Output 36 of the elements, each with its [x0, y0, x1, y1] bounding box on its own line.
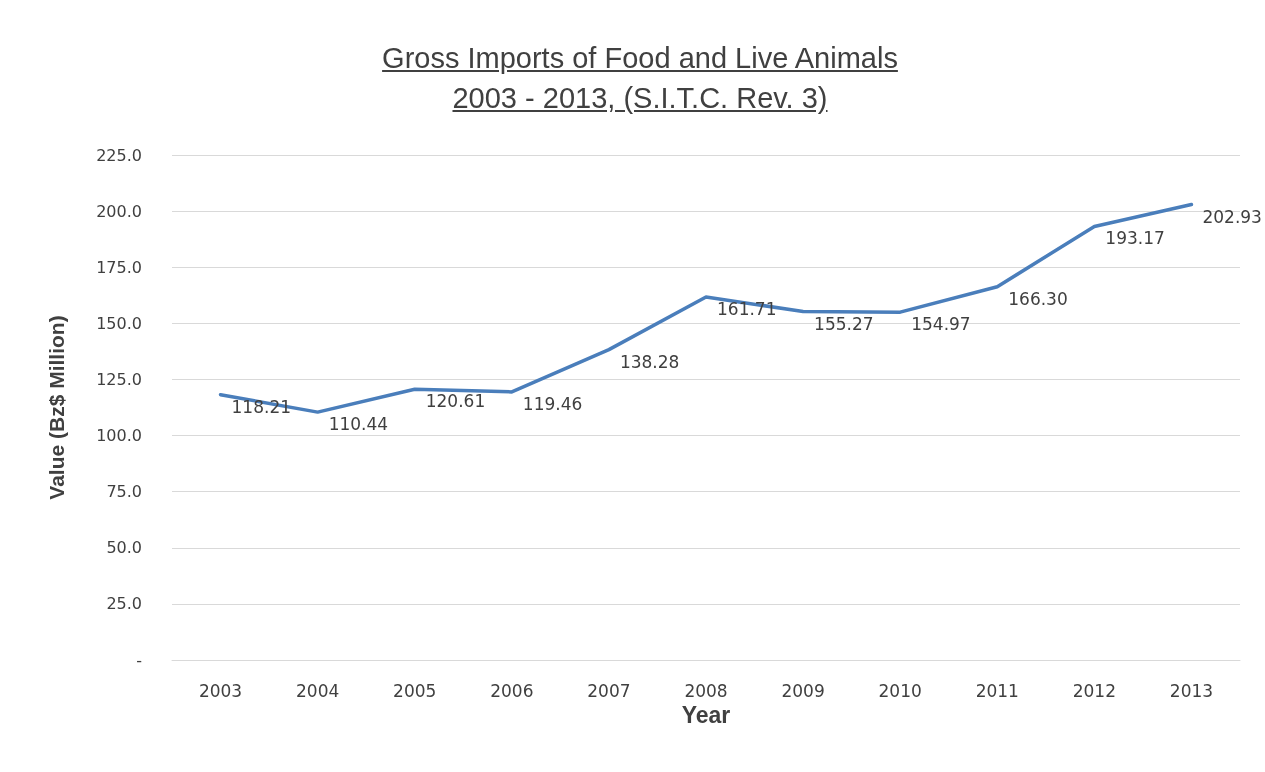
y-tick-label: 75.0	[106, 482, 142, 502]
x-tick-label: 2009	[781, 680, 825, 701]
x-tick-label: 2007	[587, 680, 631, 701]
data-label: 119.46	[522, 393, 583, 414]
line-series	[218, 202, 1194, 414]
data-label: 110.44	[328, 414, 389, 435]
y-tick-label: 100.0	[96, 426, 142, 446]
data-label: 120.61	[425, 391, 486, 412]
y-tick-label: 50.0	[106, 538, 142, 558]
data-label: 161.71	[717, 299, 777, 320]
x-tick-label: 2008	[684, 680, 728, 701]
x-tick-label: 2010	[878, 680, 922, 701]
data-label: 166.30	[1008, 288, 1068, 309]
data-label: 202.93	[1202, 206, 1262, 227]
x-tick-label: 2003	[198, 680, 243, 701]
x-tick-label: 2006	[490, 680, 534, 701]
data-label: 155.27	[814, 313, 874, 334]
y-tick-label: 175.0	[96, 257, 142, 277]
x-tick-label: 2011	[975, 680, 1019, 701]
x-tick-label: 2005	[393, 680, 437, 701]
y-axis-title: Value (Bz$ Million)	[45, 315, 68, 500]
data-label: 118.21	[231, 396, 292, 417]
y-tick-label: 200.0	[96, 201, 142, 221]
x-tick-label: 2004	[296, 680, 340, 701]
data-label: 154.97	[911, 314, 971, 335]
y-tick-label: 225.0	[96, 145, 142, 165]
data-label: 193.17	[1105, 228, 1165, 249]
chart-title: Gross Imports of Food and Live Animals 2003 - 2013, (S.I.T.C. Rev. 3)	[381, 41, 899, 116]
x-axis-title: Year	[681, 702, 731, 729]
y-tick-label: 125.0	[96, 369, 142, 389]
x-tick-label: 2012	[1072, 680, 1116, 701]
data-label: 138.28	[619, 351, 680, 372]
y-tick-label: 150.0	[96, 313, 142, 333]
y-tick-label: -	[136, 650, 142, 670]
y-tick-label: 25.0	[106, 594, 142, 614]
x-tick-label: 2013	[1169, 680, 1214, 701]
